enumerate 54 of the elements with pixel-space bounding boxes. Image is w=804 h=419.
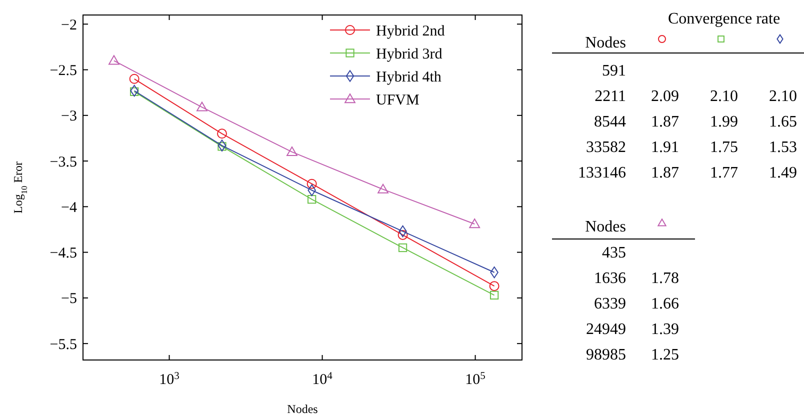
point [398,230,408,240]
point [490,290,499,300]
text: 1.87 [651,164,679,182]
point [218,140,226,152]
category-label: 8544 [594,114,626,131]
category-label: 24949 [586,321,626,338]
legend-label: Hybrid 3rd [376,46,443,62]
category-label: 435 [602,244,626,262]
text: 1.65 [769,114,797,131]
y-tick-label: −2.5 [50,63,77,80]
text: 1.75 [710,139,738,156]
legend-label: UFVM [376,92,420,108]
text: 1.91 [651,139,679,156]
point [218,142,226,151]
text: 1.49 [769,164,797,182]
y-tick-label: −5.5 [50,336,77,353]
text: 1.78 [651,270,679,288]
text: Convergence rate [668,10,780,28]
legend-label: Hybrid 4th [376,69,442,86]
y-tick-label: −5 [61,291,77,308]
text: 2.10 [710,88,738,106]
text: 1.99 [710,114,738,131]
x-tick-label: 10$^{5}$ [465,370,486,388]
text: 2.09 [651,88,679,106]
category-label: 591 [602,62,626,80]
text: 1.39 [651,321,679,338]
y-tick-label: −3.5 [50,154,77,170]
category-label: 133146 [578,164,626,182]
text: Nodes [585,218,626,236]
text: 1.66 [651,296,679,313]
category-label: 6339 [594,296,626,313]
category-label: 2211 [594,88,626,106]
y-tick-label: −4.5 [50,246,77,262]
x-tick-label: 10$^{4}$ [312,370,334,388]
point [216,128,227,139]
y-tick-label: −3 [61,108,77,125]
text: 1.25 [651,346,679,364]
category-label: 1636 [594,270,626,288]
text: Nodes [585,34,626,52]
text: 1.77 [710,164,738,182]
point [307,195,316,204]
y-tick-label: −4 [61,200,78,216]
y-tick-label: −2 [61,17,77,34]
x-axis-title: Nodes [287,402,318,416]
point [489,281,500,292]
category-label: 98985 [586,346,626,364]
text: 1.87 [651,114,679,131]
point [306,178,317,189]
point [398,243,408,252]
category-label: 33582 [586,139,626,156]
text: 2.10 [769,88,797,106]
text: 1.53 [769,139,797,156]
x-tick-label: 10$^{3}$ [159,370,180,388]
legend-label: Hybrid 2nd [376,23,446,40]
